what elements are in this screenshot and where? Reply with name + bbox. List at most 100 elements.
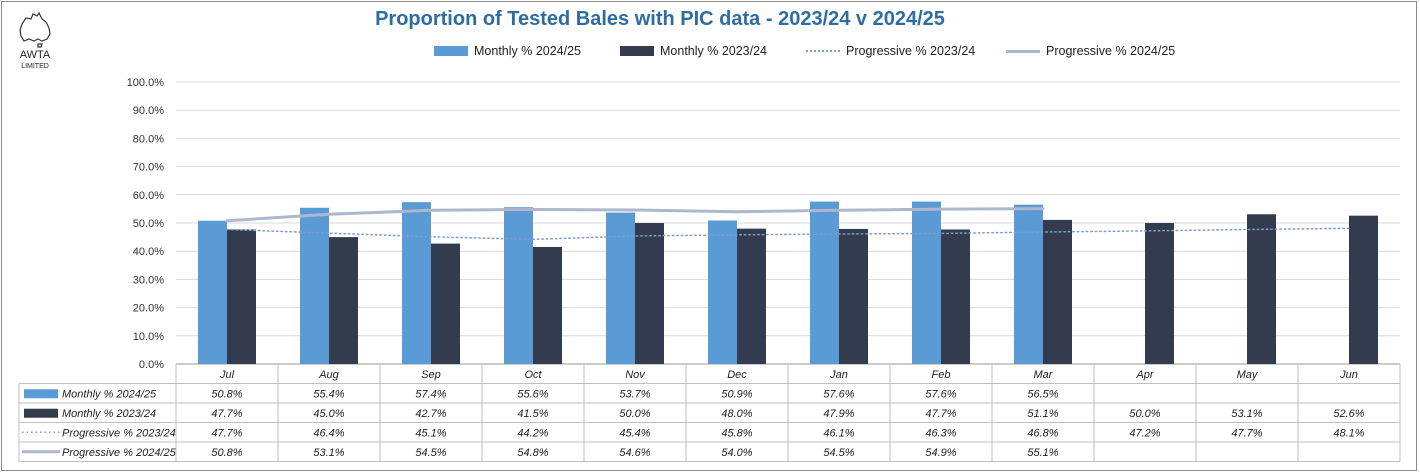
legend-label-monthly-2425: Monthly % 2024/25 — [474, 44, 582, 58]
legend-swatch-progressive-2425 — [1006, 49, 1040, 53]
table-legend-swatch — [24, 389, 58, 399]
legend-label-progressive-2324: Progressive % 2023/24 — [846, 44, 976, 58]
y-tick-label: 80.0% — [133, 133, 164, 145]
legend-item-monthly-2425: Monthly % 2024/25 — [434, 44, 581, 58]
bar-monthly-2324 — [1247, 214, 1276, 364]
table-cell-value: 57.4% — [415, 388, 446, 400]
table-row-label: Monthly % 2024/25 — [62, 388, 157, 400]
x-category-label: Jun — [1339, 369, 1358, 381]
table-cell-value: 46.4% — [313, 427, 344, 439]
table-cell-value: 55.1% — [1027, 447, 1058, 459]
y-tick-label: 10.0% — [133, 331, 164, 343]
y-tick-label: 20.0% — [133, 303, 164, 315]
bar-monthly-2324 — [431, 243, 460, 364]
table-cell-value: 55.6% — [517, 388, 548, 400]
x-category-label: May — [1237, 369, 1259, 381]
bar-monthly-2425 — [402, 202, 431, 364]
bar-monthly-2324 — [533, 246, 562, 364]
table-legend-swatch — [24, 408, 58, 418]
table-cell-value: 45.8% — [721, 427, 752, 439]
table-cell-value: 48.1% — [1333, 427, 1364, 439]
table-cell-value: 46.8% — [1027, 427, 1058, 439]
table-cell-value: 47.7% — [1231, 427, 1262, 439]
table-cell-value: 45.4% — [619, 427, 650, 439]
bar-monthly-2425 — [198, 220, 227, 364]
table-cell-value: 56.5% — [1027, 388, 1058, 400]
line-progressive-2324 — [226, 227, 1350, 241]
x-category-label: Apr — [1135, 369, 1154, 381]
legend-item-progressive-2425: Progressive % 2024/25 — [1006, 44, 1175, 58]
bar-monthly-2324 — [1349, 215, 1378, 364]
table-cell-value: 53.1% — [313, 447, 344, 459]
y-tick-label: 50.0% — [133, 218, 164, 230]
x-category-label: Jul — [219, 369, 235, 381]
table-cell-value: 47.9% — [823, 408, 854, 420]
table-cell-value: 52.6% — [1333, 408, 1364, 420]
legend-swatch-monthly-2324 — [620, 46, 654, 56]
legend-label-monthly-2324: Monthly % 2023/24 — [660, 44, 768, 58]
bar-monthly-2425 — [708, 220, 737, 364]
table-cell-value: 53.7% — [619, 388, 650, 400]
bar-monthly-2324 — [1145, 223, 1174, 364]
bar-monthly-2324 — [941, 229, 970, 364]
australia-map-icon — [19, 11, 51, 48]
y-tick-label: 90.0% — [133, 105, 164, 117]
table-cell-value: 54.8% — [517, 447, 548, 459]
awta-logo: AWTA LIMITED — [19, 11, 51, 70]
table-cell-value: 46.1% — [823, 427, 854, 439]
table-cell-value: 50.8% — [211, 447, 242, 459]
table-cell-value: 46.3% — [925, 427, 956, 439]
bar-monthly-2425 — [300, 207, 329, 364]
table-cell-value: 41.5% — [517, 408, 548, 420]
table-cell-value: 53.1% — [1231, 408, 1262, 420]
y-tick-label: 70.0% — [133, 162, 164, 174]
table-cell-value: 50.9% — [721, 388, 752, 400]
chart-title: Proportion of Tested Bales with PIC data… — [375, 8, 945, 30]
table-cell-value: 47.7% — [211, 427, 242, 439]
y-tick-label: 100.0% — [127, 77, 165, 89]
table-cell-value: 54.9% — [925, 447, 956, 459]
x-category-label: Aug — [318, 369, 339, 381]
table-cell-value: 57.6% — [925, 388, 956, 400]
table-cell-value: 42.7% — [415, 408, 446, 420]
line-progressive-2425 — [225, 207, 1045, 223]
bar-monthly-2425 — [810, 201, 839, 364]
bar-monthly-2324 — [227, 229, 256, 364]
table-cell-value: 44.2% — [517, 427, 548, 439]
x-category-label: Jan — [829, 369, 848, 381]
chart-legend: Monthly % 2024/25 Monthly % 2023/24 Prog… — [0, 44, 1420, 62]
bar-monthly-2324 — [329, 237, 358, 364]
logo-line2: LIMITED — [21, 63, 49, 70]
x-category-label: Dec — [727, 369, 747, 381]
table-cell-value: 55.4% — [313, 388, 344, 400]
table-cell-value: 47.2% — [1129, 427, 1160, 439]
legend-swatch-progressive-2324 — [806, 50, 840, 52]
table-cell-value: 50.0% — [1129, 408, 1160, 420]
bar-monthly-2324 — [635, 223, 664, 364]
legend-label-progressive-2425: Progressive % 2024/25 — [1046, 44, 1176, 58]
table-cell-value: 47.7% — [925, 408, 956, 420]
table-cell-value: 47.7% — [211, 408, 242, 420]
bar-monthly-2425 — [606, 212, 635, 364]
table-cell-value: 45.1% — [415, 427, 446, 439]
x-category-label: Nov — [625, 369, 646, 381]
y-tick-label: 40.0% — [133, 246, 164, 258]
legend-item-progressive-2324: Progressive % 2023/24 — [806, 44, 975, 58]
x-category-label: Oct — [524, 369, 542, 381]
y-tick-label: 0.0% — [139, 359, 164, 371]
x-category-label: Sep — [421, 369, 441, 381]
table-cell-value: 54.5% — [823, 447, 854, 459]
table-cell-value: 54.6% — [619, 447, 650, 459]
table-cell-value: 54.0% — [721, 447, 752, 459]
logo-line1: AWTA — [20, 49, 51, 61]
table-cell-value: 57.6% — [823, 388, 854, 400]
y-tick-label: 60.0% — [133, 190, 164, 202]
y-tick-label: 30.0% — [133, 274, 164, 286]
table-cell-value: 48.0% — [721, 408, 752, 420]
bar-monthly-2425 — [504, 207, 533, 364]
table-cell-value: 50.0% — [619, 408, 650, 420]
legend-item-monthly-2324: Monthly % 2023/24 — [620, 44, 767, 58]
table-cell-value: 50.8% — [211, 388, 242, 400]
bar-monthly-2425 — [1014, 204, 1043, 364]
bar-monthly-2324 — [839, 228, 868, 364]
